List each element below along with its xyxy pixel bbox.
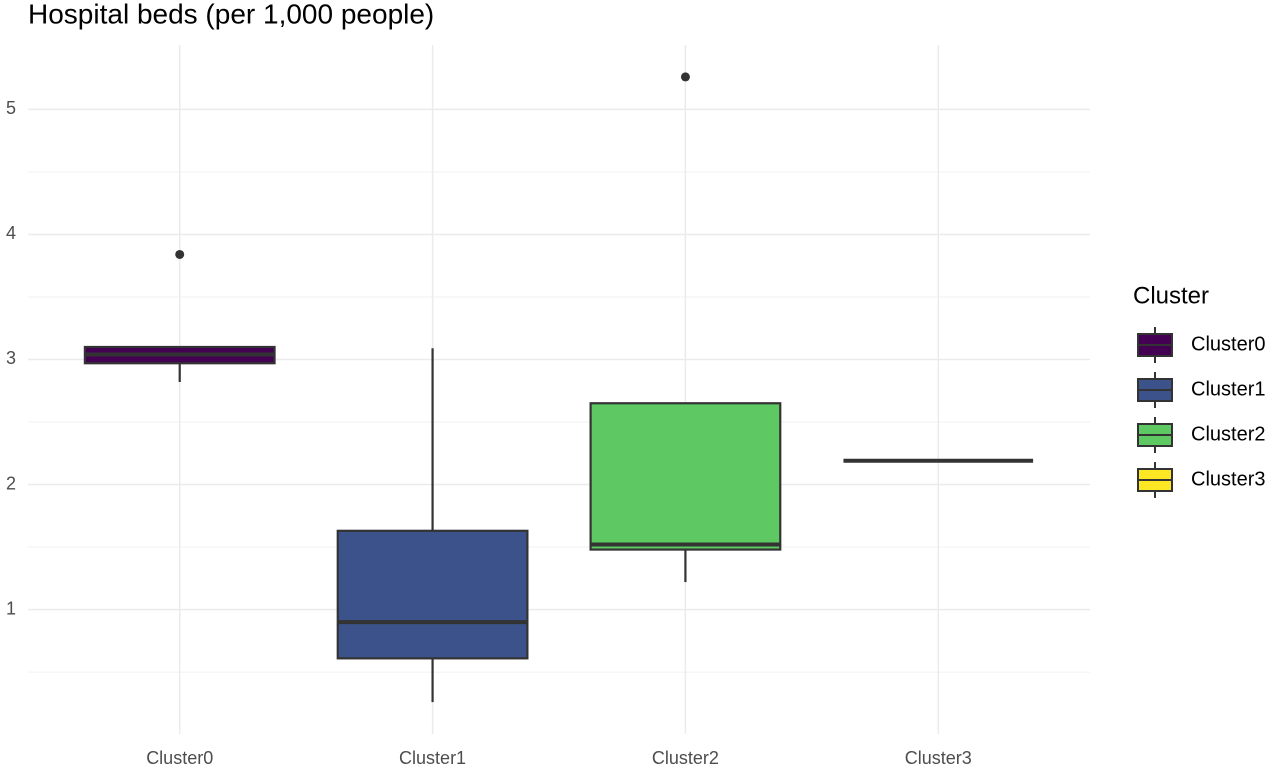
legend-label: Cluster1 [1191,378,1265,400]
y-tick-label: 4 [6,223,16,243]
outlier [175,249,185,259]
y-tick-label: 5 [6,98,16,118]
x-tick-label: Cluster3 [905,748,972,768]
legend-label: Cluster3 [1191,468,1265,490]
y-tick-label: 2 [6,473,16,493]
x-tick-label: Cluster1 [399,748,466,768]
chart-title: Hospital beds (per 1,000 people) [28,0,434,29]
outlier [680,72,690,82]
legend-label: Cluster2 [1191,423,1265,445]
box [589,402,782,551]
x-tick-label: Cluster2 [652,748,719,768]
legend-label: Cluster0 [1191,333,1265,355]
legend-title: Cluster [1133,282,1209,309]
box [336,529,529,660]
x-tick-label: Cluster0 [146,748,213,768]
y-tick-label: 3 [6,348,16,368]
y-tick-label: 1 [6,598,16,618]
